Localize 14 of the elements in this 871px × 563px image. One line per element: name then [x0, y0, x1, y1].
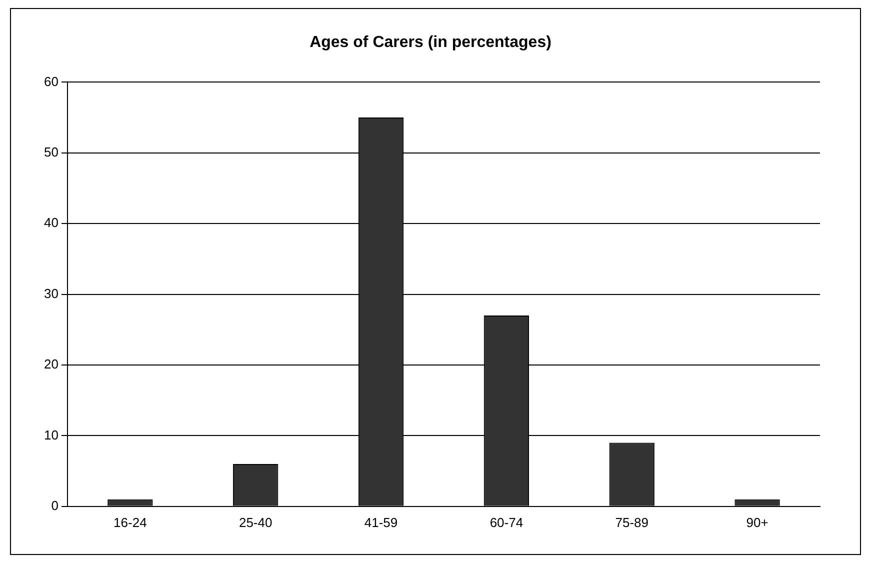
y-tick-label: 20: [44, 356, 58, 372]
y-tick-label: 0: [51, 498, 58, 513]
y-tick-label: 40: [44, 215, 58, 230]
x-tick-label: 60-74: [490, 514, 524, 530]
y-tick-label: 50: [44, 144, 58, 160]
x-tick-label: 25-40: [238, 514, 272, 530]
x-tick-label: 41-59: [364, 514, 398, 530]
y-tick-label: 10: [44, 427, 58, 442]
y-tick-label: 60: [44, 74, 58, 89]
chart-title: Ages of Carers (in percentages): [310, 34, 552, 52]
x-tick-label: 16-24: [114, 514, 147, 530]
x-tick-label: 75-89: [615, 514, 648, 530]
x-tick-label: 90+: [746, 514, 768, 530]
y-tick-label: 30: [44, 286, 58, 301]
